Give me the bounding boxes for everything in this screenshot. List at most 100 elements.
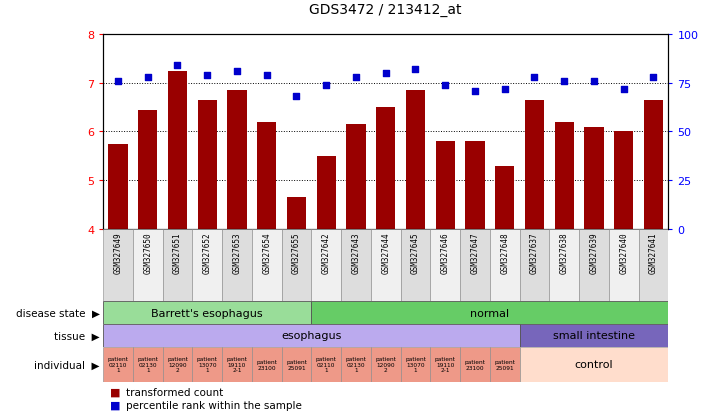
Text: individual  ▶: individual ▶ xyxy=(34,359,100,370)
Bar xyxy=(406,91,425,229)
Text: GSM327641: GSM327641 xyxy=(649,231,658,273)
Bar xyxy=(490,347,520,382)
Text: GDS3472 / 213412_at: GDS3472 / 213412_at xyxy=(309,2,462,17)
Bar xyxy=(555,122,574,229)
Text: patient
19110
2-1: patient 19110 2-1 xyxy=(227,356,247,373)
Bar xyxy=(495,166,514,229)
Point xyxy=(231,69,242,75)
Text: GSM327645: GSM327645 xyxy=(411,231,420,273)
Text: patient
25091: patient 25091 xyxy=(494,359,515,370)
Bar xyxy=(520,347,668,382)
Bar xyxy=(525,101,544,229)
Text: patient
13070
1: patient 13070 1 xyxy=(197,356,218,373)
Bar xyxy=(430,229,460,301)
Text: GSM327643: GSM327643 xyxy=(351,231,360,273)
Bar xyxy=(222,347,252,382)
Point xyxy=(499,86,510,93)
Text: GSM327654: GSM327654 xyxy=(262,231,271,273)
Point xyxy=(261,73,272,79)
Text: normal: normal xyxy=(470,308,509,318)
Text: esophagus: esophagus xyxy=(281,330,341,341)
Point xyxy=(410,67,421,74)
Bar xyxy=(103,347,133,382)
Point xyxy=(529,74,540,81)
Bar xyxy=(222,229,252,301)
Point xyxy=(469,88,481,95)
Text: ■: ■ xyxy=(110,400,121,410)
Bar xyxy=(103,324,520,347)
Bar xyxy=(282,347,311,382)
Bar xyxy=(465,142,485,229)
Text: disease state  ▶: disease state ▶ xyxy=(16,308,100,318)
Bar xyxy=(520,229,550,301)
Text: GSM327651: GSM327651 xyxy=(173,231,182,273)
Point xyxy=(351,74,362,81)
Bar xyxy=(638,229,668,301)
Text: transformed count: transformed count xyxy=(126,387,223,397)
Text: patient
23100: patient 23100 xyxy=(256,359,277,370)
Bar xyxy=(252,347,282,382)
Bar xyxy=(108,144,128,229)
Text: patient
02110
1: patient 02110 1 xyxy=(316,356,336,373)
Bar xyxy=(584,127,604,229)
Bar xyxy=(400,347,430,382)
Text: Barrett's esophagus: Barrett's esophagus xyxy=(151,308,263,318)
Point xyxy=(112,78,124,85)
Text: percentile rank within the sample: percentile rank within the sample xyxy=(126,400,301,410)
Bar xyxy=(346,125,365,229)
Text: GSM327642: GSM327642 xyxy=(321,231,331,273)
Point xyxy=(439,82,451,89)
Bar xyxy=(436,142,455,229)
Bar xyxy=(103,229,133,301)
Bar xyxy=(609,229,638,301)
Bar xyxy=(430,347,460,382)
Text: GSM327650: GSM327650 xyxy=(143,231,152,273)
Bar xyxy=(371,347,400,382)
Bar xyxy=(643,101,663,229)
Text: GSM327639: GSM327639 xyxy=(589,231,599,273)
Text: patient
13070
1: patient 13070 1 xyxy=(405,356,426,373)
Bar xyxy=(614,132,634,229)
Point xyxy=(618,86,629,93)
Text: patient
02110
1: patient 02110 1 xyxy=(107,356,129,373)
Bar xyxy=(579,229,609,301)
Bar xyxy=(376,108,395,229)
Bar xyxy=(460,347,490,382)
Bar xyxy=(193,229,222,301)
Text: GSM327652: GSM327652 xyxy=(203,231,212,273)
Text: patient
02130
1: patient 02130 1 xyxy=(137,356,158,373)
Point xyxy=(321,82,332,89)
Text: patient
23100: patient 23100 xyxy=(464,359,486,370)
Text: patient
12090
2: patient 12090 2 xyxy=(167,356,188,373)
Text: patient
12090
2: patient 12090 2 xyxy=(375,356,396,373)
Text: GSM327655: GSM327655 xyxy=(292,231,301,273)
Bar xyxy=(252,229,282,301)
Text: patient
02130
1: patient 02130 1 xyxy=(346,356,366,373)
Bar xyxy=(490,229,520,301)
Text: GSM327646: GSM327646 xyxy=(441,231,450,273)
Text: GSM327647: GSM327647 xyxy=(471,231,479,273)
Bar xyxy=(138,110,157,229)
Text: tissue  ▶: tissue ▶ xyxy=(54,330,100,341)
Bar xyxy=(163,347,193,382)
Text: GSM327648: GSM327648 xyxy=(501,231,509,273)
Text: GSM327637: GSM327637 xyxy=(530,231,539,273)
Point xyxy=(201,73,213,79)
Text: GSM327653: GSM327653 xyxy=(232,231,242,273)
Bar xyxy=(168,71,187,229)
Text: GSM327640: GSM327640 xyxy=(619,231,629,273)
Text: GSM327638: GSM327638 xyxy=(560,231,569,273)
Bar xyxy=(311,347,341,382)
Bar xyxy=(550,229,579,301)
Bar xyxy=(287,198,306,229)
Bar xyxy=(316,157,336,229)
Bar xyxy=(198,101,217,229)
Bar xyxy=(460,229,490,301)
Text: control: control xyxy=(574,359,614,370)
Bar xyxy=(103,301,311,324)
Point xyxy=(648,74,659,81)
Bar xyxy=(341,229,371,301)
Point xyxy=(291,94,302,100)
Point xyxy=(142,74,154,81)
Bar xyxy=(133,347,163,382)
